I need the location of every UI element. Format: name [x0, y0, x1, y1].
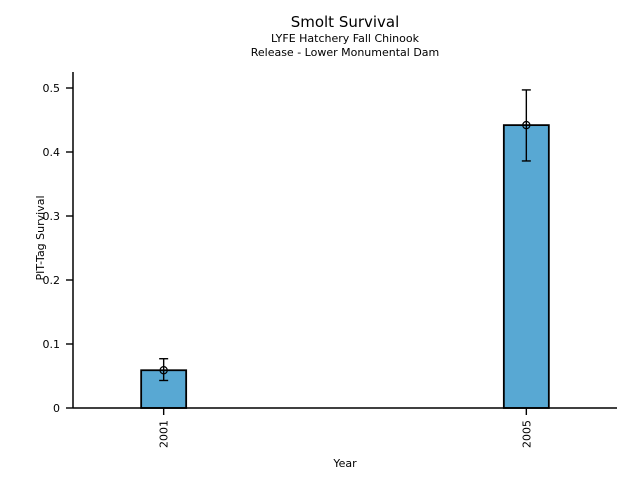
bar-2005: [502, 124, 550, 409]
x-axis-title: Year: [332, 457, 357, 470]
y-tick-label-0.1: 0.1: [43, 338, 61, 351]
y-tick-label-0.3: 0.3: [43, 210, 61, 223]
chart-title: Smolt Survival: [291, 13, 400, 31]
y-tick-label-0.4: 0.4: [43, 146, 61, 159]
x-tick-label-2005: 2005: [520, 420, 533, 448]
chart-subtitle-line2: Release - Lower Monumental Dam: [251, 46, 440, 59]
y-tick-label-0: 0: [53, 402, 60, 415]
point-marker-2001: [159, 366, 168, 375]
plot-area: 0 0.1 0.2 0.3 0.4 0.5 2001 2005: [43, 72, 617, 448]
y-axis-title: PIT-Tag Survival: [34, 195, 47, 280]
x-tick-label-2001: 2001: [158, 420, 171, 448]
chart-subtitle-line1: LYFE Hatchery Fall Chinook: [271, 32, 420, 45]
y-tick-label-0.5: 0.5: [43, 82, 61, 95]
y-tick-label-0.2: 0.2: [43, 274, 61, 287]
point-marker-2005: [522, 120, 531, 130]
